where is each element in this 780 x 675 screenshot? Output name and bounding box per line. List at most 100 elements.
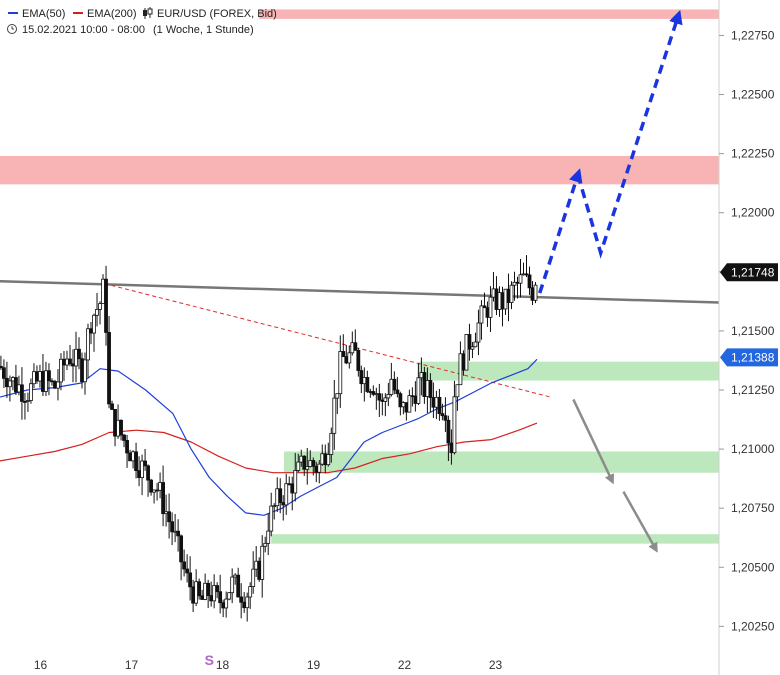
- candle-body: [251, 568, 256, 587]
- candle-body: [332, 397, 337, 434]
- y-tick-label: 1,22000: [731, 206, 775, 220]
- candle-body: [491, 288, 496, 298]
- candle-body: [161, 482, 165, 515]
- candle-body: [281, 502, 286, 506]
- candle-body: [62, 358, 66, 366]
- candle-body: [347, 352, 352, 364]
- candle-body: [410, 395, 415, 398]
- candle-body: [485, 307, 490, 318]
- candle-body: [404, 402, 409, 413]
- candle-body: [518, 274, 523, 284]
- candle-body: [323, 453, 328, 466]
- candle-body: [227, 592, 232, 600]
- x-tick-label: 18: [216, 658, 230, 672]
- price-badge-0: 1,21748: [720, 263, 778, 282]
- candle-body: [59, 358, 63, 383]
- candle-body: [431, 397, 436, 408]
- candle-body: [371, 391, 376, 395]
- candle-body: [14, 377, 18, 393]
- candle-body: [164, 511, 168, 515]
- y-tick-label: 1,21250: [731, 383, 775, 397]
- session-marker: S: [205, 652, 214, 668]
- candle-body: [272, 505, 277, 508]
- candle-body: [206, 582, 211, 596]
- instrument-label: EUR/USD (FOREX, Bid): [157, 8, 277, 20]
- candle-body: [284, 483, 289, 506]
- candle-body: [353, 342, 358, 351]
- candle-body: [140, 460, 144, 478]
- candle-body: [416, 377, 421, 404]
- candle-body: [455, 384, 460, 398]
- price-zone-4: [271, 534, 719, 544]
- candle-body: [461, 353, 466, 371]
- candle-body: [125, 440, 129, 454]
- candle-body: [389, 378, 394, 395]
- y-tick-label: 1,22500: [731, 88, 775, 102]
- candle-body: [71, 363, 75, 367]
- candle-body: [350, 342, 355, 354]
- candle-body: [278, 488, 283, 503]
- candle-body: [515, 281, 520, 284]
- clock-icon: [7, 24, 17, 34]
- price-zone-1: [0, 156, 719, 185]
- candle-body: [47, 370, 51, 382]
- candle-body: [302, 455, 307, 470]
- projection-down-arrow-1: [622, 491, 658, 553]
- candle-body: [422, 372, 427, 397]
- y-tick-label: 1,22750: [731, 28, 775, 42]
- candle-body: [191, 586, 196, 604]
- candle-body: [44, 370, 48, 392]
- candle-body: [101, 278, 105, 304]
- y-axis: 1,20250 1,20500 1,20750 1,21000 1,21250 1,215…: [719, 28, 775, 633]
- candle-body: [53, 381, 57, 389]
- candle-body: [2, 367, 6, 379]
- candle-body: [0, 365, 3, 369]
- candle-body: [293, 470, 298, 494]
- candle-body: [308, 460, 313, 467]
- y-tick-label: 1,20500: [731, 560, 775, 574]
- candle-body: [239, 596, 244, 603]
- candle-body: [257, 560, 262, 580]
- candle-body: [137, 470, 141, 478]
- candle-body: [434, 396, 439, 408]
- candle-body: [119, 419, 123, 436]
- candle-body: [341, 351, 346, 357]
- candle-body: [167, 511, 172, 523]
- candle-body: [494, 288, 499, 310]
- candle-body: [218, 591, 223, 604]
- candle-body: [437, 396, 442, 414]
- candle-body: [362, 377, 367, 385]
- candle-body: [149, 479, 153, 493]
- candle-body: [269, 505, 274, 532]
- candle-body: [152, 489, 156, 493]
- candle-body: [533, 284, 538, 301]
- y-tick-label: 1,20250: [731, 619, 775, 633]
- projection-down-arrow-0: [572, 398, 614, 485]
- ema50-legend-swatch: [8, 12, 18, 14]
- candle-body: [158, 482, 162, 491]
- candle-body: [425, 380, 430, 397]
- resistance-line: [0, 280, 720, 304]
- candle-body: [131, 451, 135, 462]
- candle-body: [467, 334, 472, 350]
- candle-body: [446, 419, 451, 444]
- period-label: (1 Woche, 1 Stunde): [153, 24, 254, 36]
- candle-body: [368, 391, 373, 393]
- candle-body: [128, 452, 132, 462]
- x-axis: 16 17 18 19 22 23: [34, 658, 503, 672]
- candle-body: [197, 581, 202, 597]
- x-tick-label: 23: [489, 658, 503, 672]
- candle-body: [365, 377, 370, 392]
- candle-body: [521, 273, 526, 276]
- chart-header: EMA(50) EMA(200) EUR/USD (FOREX, Bid) 15…: [7, 7, 277, 36]
- candle-body: [407, 395, 412, 413]
- candle-body: [116, 419, 120, 437]
- candle-body: [470, 346, 475, 350]
- x-tick-label: 17: [125, 658, 139, 672]
- candlestick-icon: [143, 7, 153, 19]
- candle-body: [263, 542, 268, 547]
- candle-body: [395, 389, 400, 395]
- ema200-legend-label: EMA(200): [87, 8, 137, 20]
- projection-up-leg-1: [538, 168, 583, 294]
